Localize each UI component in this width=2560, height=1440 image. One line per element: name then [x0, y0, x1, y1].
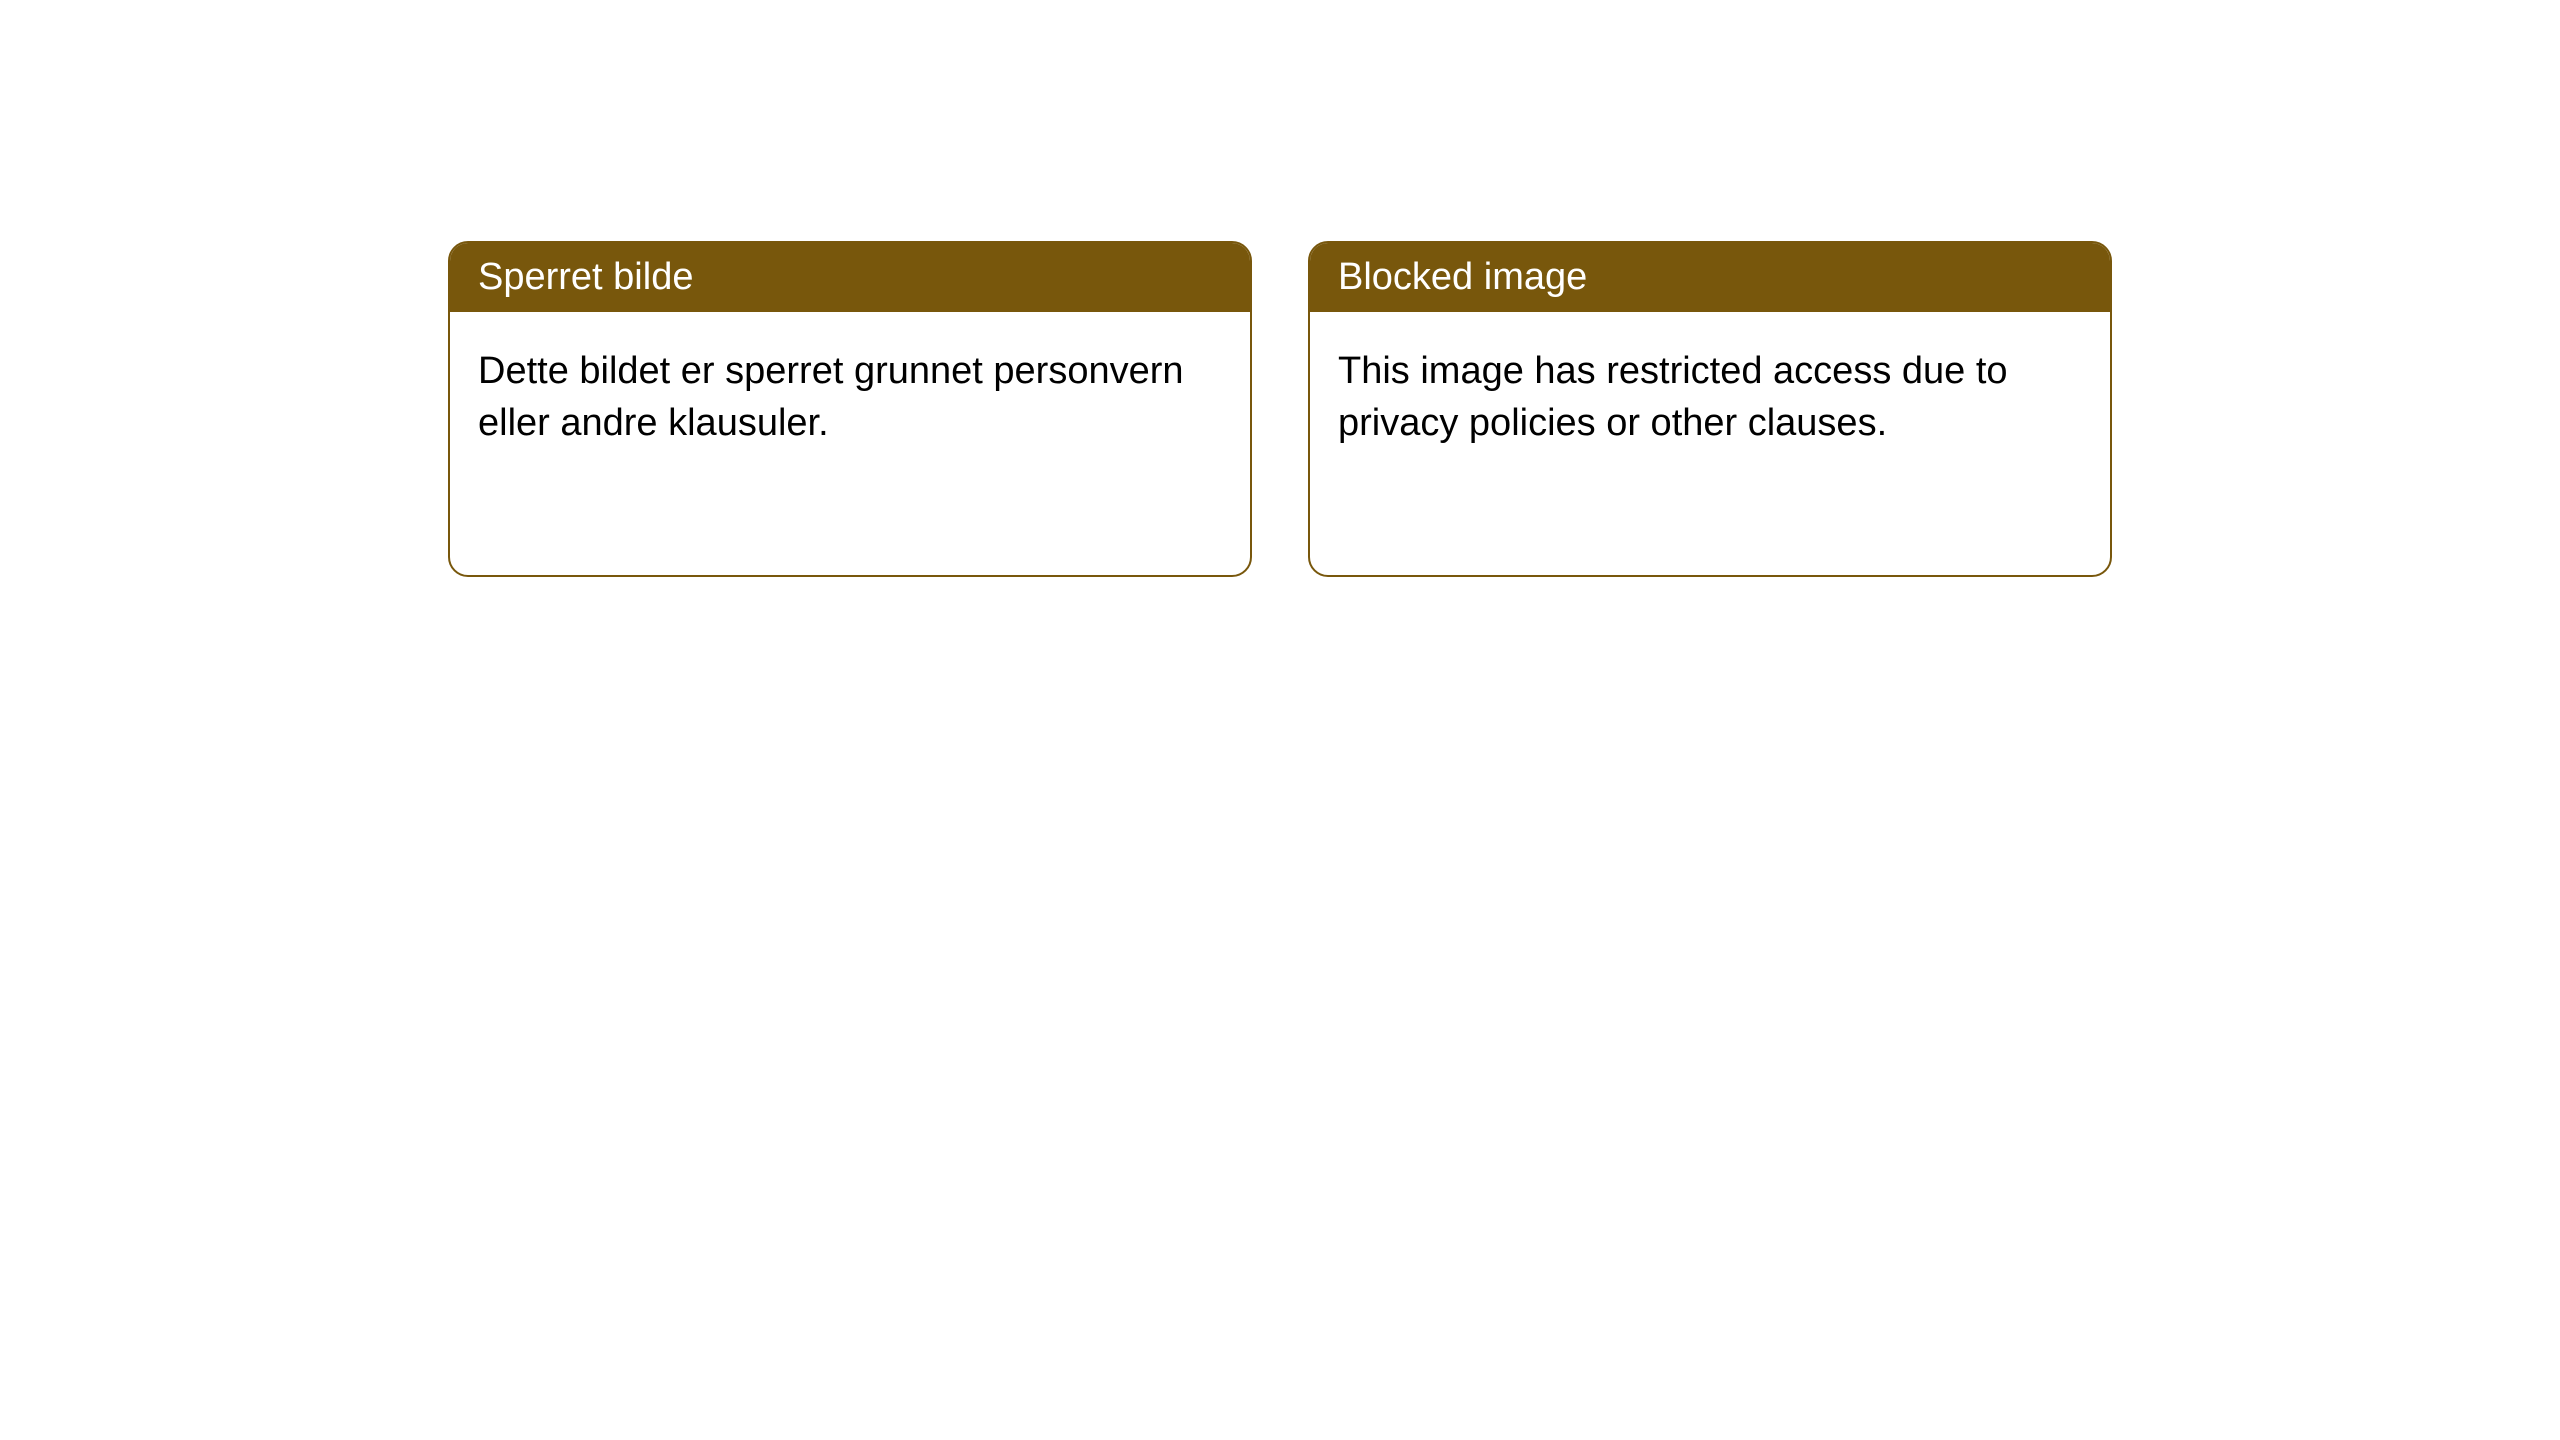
card-body-text: Dette bildet er sperret grunnet personve…: [478, 350, 1184, 443]
card-header: Sperret bilde: [450, 243, 1250, 312]
blocked-image-card-norwegian: Sperret bilde Dette bildet er sperret gr…: [448, 241, 1252, 577]
card-title: Sperret bilde: [478, 256, 693, 298]
card-title: Blocked image: [1338, 256, 1587, 298]
notice-cards-container: Sperret bilde Dette bildet er sperret gr…: [0, 0, 2560, 577]
blocked-image-card-english: Blocked image This image has restricted …: [1308, 241, 2112, 577]
card-header: Blocked image: [1310, 243, 2110, 312]
card-body-text: This image has restricted access due to …: [1338, 350, 2008, 443]
card-body: This image has restricted access due to …: [1310, 312, 2110, 483]
card-body: Dette bildet er sperret grunnet personve…: [450, 312, 1250, 483]
